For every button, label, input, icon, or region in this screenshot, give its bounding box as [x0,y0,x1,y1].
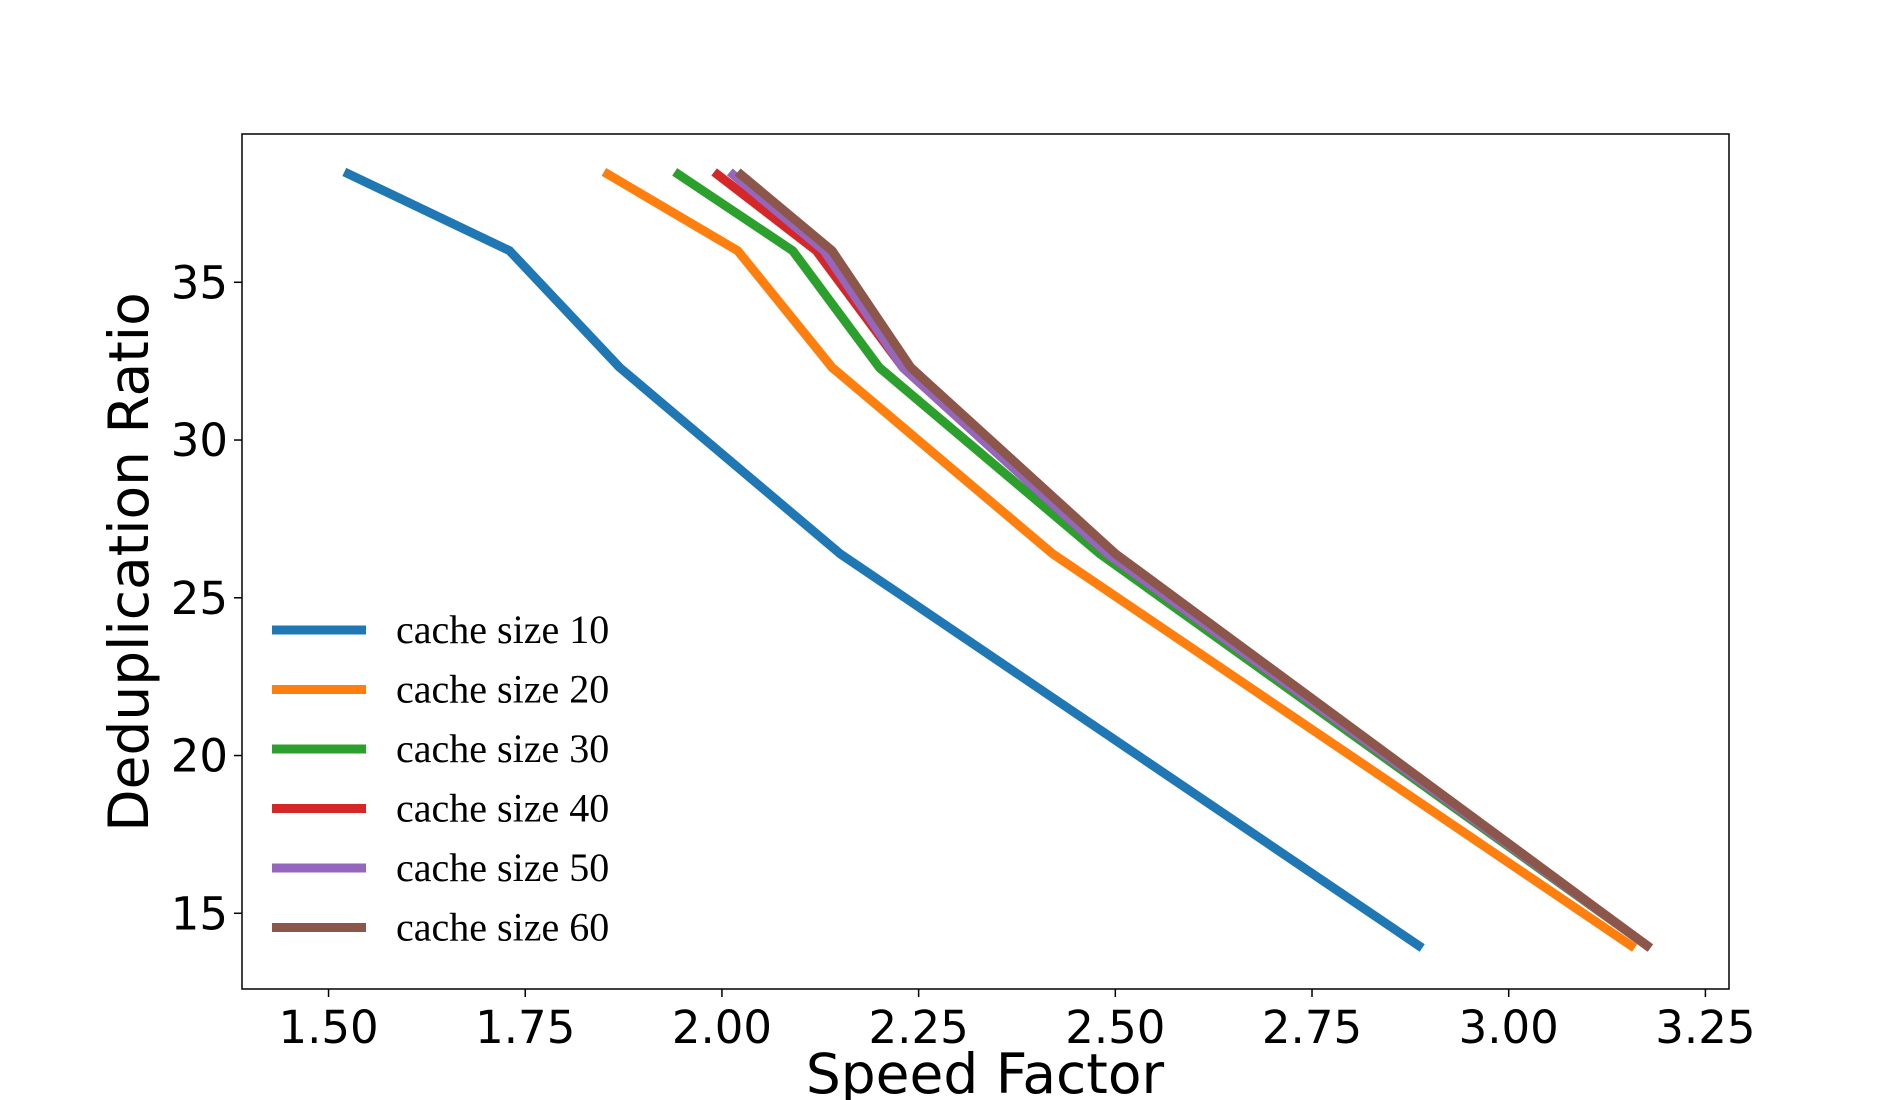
series-line-cache-size-30 [672,168,1653,952]
x-tick-label: 3.25 [1655,1001,1755,1054]
y-tick-label: 30 [171,414,228,467]
x-tick-label: 2.50 [1065,1001,1165,1054]
plot-frame [241,133,1730,990]
legend: cache size 10 cache size 20 cache size 30 c… [272,607,609,950]
legend-label-cache-size-10: cache size 10 [396,607,609,652]
y-tick-label: 20 [171,730,228,783]
x-tick-label: 1.75 [475,1001,575,1054]
x-tick-label: 2.75 [1262,1001,1362,1054]
y-tick-label: 35 [171,256,228,309]
legend-label-cache-size-40: cache size 40 [396,786,609,831]
legend-label-cache-size-20: cache size 20 [396,667,609,712]
legend-label-cache-size-30: cache size 30 [396,726,609,771]
x-axis: 1.50 1.75 2.00 2.25 2.50 2.75 3.00 3.25 [278,989,1755,1054]
x-tick-label: 3.00 [1459,1001,1559,1054]
y-tick-label: 25 [171,572,228,625]
y-axis: 15 20 25 30 35 [171,256,242,940]
y-tick-label: 15 [171,887,228,940]
legend-label-cache-size-60: cache size 60 [396,905,609,950]
series-layer [342,167,1653,952]
x-tick-label: 2.25 [869,1001,969,1054]
series-line-cache-size-60 [734,168,1653,952]
series-line-cache-size-20 [601,168,1638,952]
series-line-cache-size-10 [342,167,1425,952]
y-axis-label: Deduplication Ratio [97,292,161,831]
legend-label-cache-size-50: cache size 50 [396,845,609,890]
x-tick-label: 2.00 [672,1001,772,1054]
x-axis-label: Speed Factor [806,1042,1165,1100]
x-tick-label: 1.50 [278,1001,378,1054]
series-line-cache-size-50 [726,168,1653,952]
